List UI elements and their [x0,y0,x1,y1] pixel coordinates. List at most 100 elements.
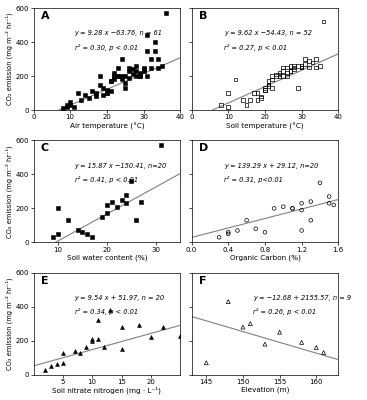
Text: r² = 0.34, p < 0.01: r² = 0.34, p < 0.01 [75,308,138,315]
Point [247,97,253,103]
Point [89,234,95,240]
Point [235,227,240,234]
Text: r² = 0.41, p < 0.01: r² = 0.41, p < 0.01 [75,176,138,183]
Point [280,204,286,210]
Point [97,81,102,88]
Y-axis label: CO₂ emission (mg m⁻² hr⁻¹): CO₂ emission (mg m⁻² hr⁻¹) [6,145,13,238]
Point [225,298,231,305]
Text: A: A [41,11,50,21]
Point [111,70,117,76]
Point [123,192,129,198]
Point [308,217,314,224]
X-axis label: Soil water content (%): Soil water content (%) [66,255,147,261]
Point [317,180,323,186]
Point [262,85,268,91]
Point [126,68,132,74]
Point [158,142,164,149]
Point [271,205,277,212]
Point [63,104,69,110]
Point [126,64,132,71]
Point [104,86,110,93]
Point [299,339,305,346]
Point [71,104,77,110]
Point [284,70,290,76]
Point [177,332,183,339]
Point [108,88,113,94]
Point [75,90,80,96]
Point [104,210,110,217]
Point [302,61,308,67]
Point [141,66,146,72]
Point [269,73,275,79]
Point [313,64,319,71]
Point [137,70,143,76]
Point [63,102,69,108]
Point [137,73,143,79]
Point [290,205,295,212]
Point [115,73,121,79]
Point [317,63,323,69]
Point [225,229,231,235]
Point [111,73,117,79]
Point [93,93,99,100]
Point [288,68,294,74]
Point [284,73,290,79]
Point [65,217,71,224]
Point [269,76,275,83]
Point [280,64,286,71]
Point [141,64,146,71]
Point [266,81,272,88]
Point [130,66,135,72]
Point [133,217,139,224]
Point [277,71,283,78]
Text: F: F [199,276,206,286]
Text: E: E [41,276,48,286]
Point [100,85,106,91]
Point [89,336,95,342]
Point [152,39,157,45]
Point [122,80,128,86]
Point [111,73,117,79]
Point [133,68,139,74]
Point [273,71,279,78]
Point [75,227,80,234]
Point [77,349,83,356]
X-axis label: Soil temperature (°C): Soil temperature (°C) [226,122,304,130]
Point [277,73,283,79]
Point [291,63,297,69]
Point [160,324,166,330]
Point [95,317,101,324]
Point [144,73,150,79]
Text: C: C [41,144,49,154]
Point [299,64,305,71]
Point [310,59,316,66]
Text: y = 9.62 x −54.43, n = 52: y = 9.62 x −54.43, n = 52 [224,30,312,36]
Text: y = 9.28 x −63.76, n = 61: y = 9.28 x −63.76, n = 61 [75,30,163,36]
Point [133,73,139,79]
Point [55,205,61,212]
Point [299,63,305,69]
Point [97,73,102,79]
Point [107,307,113,313]
Point [313,344,319,351]
Point [86,95,91,101]
Point [128,178,134,184]
Point [288,68,294,74]
Point [299,207,305,213]
Point [240,97,246,103]
Point [216,234,222,240]
Point [244,102,250,108]
Point [313,56,319,62]
Point [137,73,143,79]
Point [277,70,283,76]
Point [100,92,106,98]
Point [295,63,301,69]
Point [83,344,89,351]
Point [152,47,157,54]
Point [123,200,129,206]
Text: y = 139.29 x + 29.12, n=20: y = 139.29 x + 29.12, n=20 [224,163,318,169]
Point [111,76,117,83]
Point [273,73,279,79]
Point [119,56,124,62]
Point [290,205,295,212]
